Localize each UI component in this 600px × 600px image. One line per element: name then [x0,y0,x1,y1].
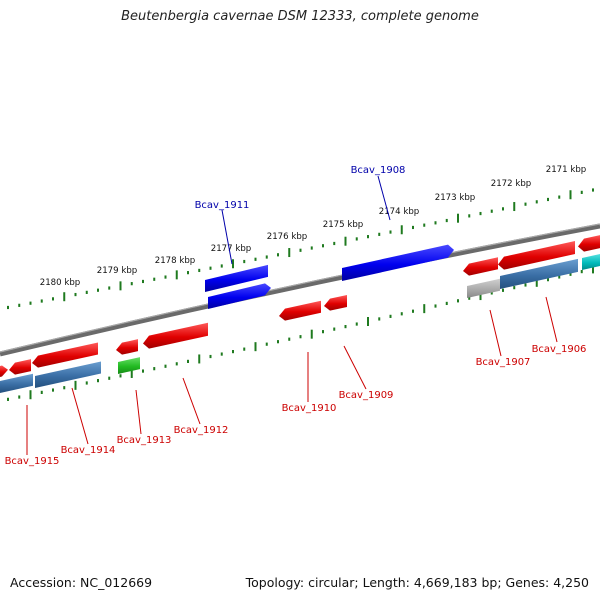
genome-backbone-highlight [0,223,600,353]
gene-label: Bcav_1912 [174,425,229,436]
label-leader-lines [26,175,558,455]
gene-arrow-red [578,235,600,252]
gene-arrow-red [116,339,138,355]
accession-text: Accession: NC_012669 [10,575,153,590]
upper-scale-ticks [7,188,594,310]
gene-arrow-cyan [582,254,600,270]
label-leader [182,377,201,425]
scale-label: 2176 kbp [267,232,308,242]
scale-label: 2178 kbp [155,256,196,266]
gene-label: Bcav_1906 [532,344,587,355]
map-title: Beutenbergia cavernae DSM 12333, complet… [121,9,479,24]
gene-label: Bcav_1915 [5,456,60,467]
scale-label: 2180 kbp [40,278,81,288]
label-leader [545,296,558,343]
label-leader [489,309,502,357]
label-leader [135,389,142,435]
scale-label: 2171 kbp [546,165,587,175]
label-leader [71,387,89,445]
gene-arrow-red [463,257,498,276]
gene-arrow-grey [467,278,500,298]
gene-labels: Bcav_1911Bcav_1908Bcav_1915Bcav_1914Bcav… [5,165,587,467]
scale-label: 2179 kbp [97,266,138,276]
scale-label: 2173 kbp [435,193,476,203]
gene-arrow-red [0,365,8,377]
label-leader [221,209,233,265]
scale-label: 2172 kbp [491,179,532,189]
gene-label: Bcav_1913 [117,435,172,446]
gene-arrow-red [498,241,575,270]
gene-label: Bcav_1909 [339,390,394,401]
gene-label: Bcav_1911 [195,200,250,211]
gene-label: Bcav_1914 [61,445,116,456]
scale-label: 2175 kbp [323,220,364,230]
genome-backbone [0,223,600,357]
gene-arrow-steel [500,258,578,289]
gene-arrow-red [143,322,208,349]
scale-label: 2174 kbp [379,207,420,217]
scale-labels: 2180 kbp 2179 kbp 2178 kbp 2177 kbp 2176 kbp… [40,165,587,288]
gene-arrow-blue [208,283,271,309]
label-leader [377,175,391,221]
topology-summary-text: Topology: circular; Length: 4,669,183 bp… [245,575,589,590]
gene-arrow-blue [342,244,454,281]
gene-arrow-red [324,294,347,311]
gene-label: Bcav_1908 [351,165,406,176]
gene-arrow-blue [205,264,268,292]
scale-label: 2177 kbp [211,244,252,254]
gene-arrow-steel [0,373,33,393]
label-leader [343,345,367,390]
gene-arrow-red [32,342,98,368]
gene-arrow-steel [35,361,101,388]
gene-features [0,235,600,393]
gene-arrow-red [9,359,31,375]
gene-label: Bcav_1907 [476,357,531,368]
gene-arrow-green [118,357,140,374]
gene-label: Bcav_1910 [282,403,337,414]
gene-arrow-red [279,300,321,321]
